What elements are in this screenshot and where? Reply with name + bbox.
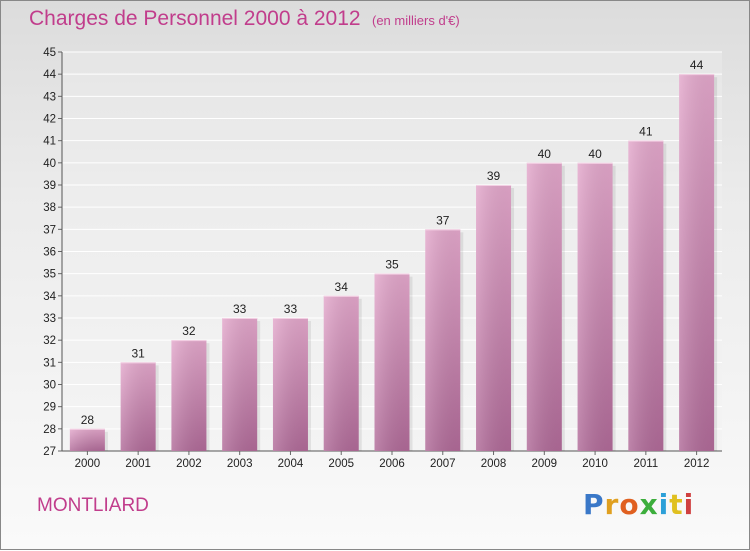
data-label: 33 <box>233 302 247 316</box>
y-tick-label: 41 <box>43 136 56 148</box>
bar-highlight <box>374 273 410 451</box>
logo-letter: o <box>619 488 640 521</box>
y-tick-label: 35 <box>43 269 56 281</box>
y-tick-label: 29 <box>43 402 56 414</box>
data-label: 40 <box>588 147 602 161</box>
data-label: 33 <box>284 302 298 316</box>
data-label: 31 <box>131 346 145 360</box>
data-label: 40 <box>538 147 552 161</box>
logo-letter: i <box>683 488 695 521</box>
commune-name: MONTLIARD <box>37 495 149 516</box>
y-tick-label: 27 <box>43 446 56 458</box>
bar-highlight <box>476 185 512 451</box>
x-tick-label: 2005 <box>328 458 354 470</box>
x-tick-label: 2007 <box>430 458 456 470</box>
x-tick-label: 2010 <box>582 458 608 470</box>
bar-highlight <box>628 140 664 451</box>
x-tick-label: 2002 <box>176 458 202 470</box>
x-tick-label: 2006 <box>379 458 405 470</box>
x-tick-label: 2000 <box>75 458 101 470</box>
data-label: 44 <box>690 58 704 72</box>
y-tick-label: 38 <box>43 202 56 214</box>
data-label: 28 <box>81 413 95 427</box>
data-label: 32 <box>182 324 196 338</box>
bar-highlight <box>69 428 105 451</box>
x-tick-label: 2011 <box>633 458 658 470</box>
y-tick-label: 45 <box>43 47 56 59</box>
bars-layer <box>69 74 718 452</box>
bar-highlight <box>323 295 359 451</box>
data-label: 41 <box>639 125 653 139</box>
y-tick-label: 40 <box>43 158 56 170</box>
bar-highlight <box>679 74 715 452</box>
y-tick-label: 36 <box>43 247 56 259</box>
y-tick-label: 42 <box>43 114 56 126</box>
logo-letter: x <box>639 488 659 521</box>
y-tick-label: 28 <box>43 424 56 436</box>
x-tick-label: 2001 <box>125 458 151 470</box>
data-label: 39 <box>487 169 501 183</box>
y-tick-label: 33 <box>43 313 56 325</box>
chart-subtitle: (en milliers d'€) <box>372 13 460 28</box>
data-label: 34 <box>335 280 349 294</box>
data-label: 37 <box>436 213 450 227</box>
x-tick-label: 2008 <box>481 458 507 470</box>
x-tick-label: 2004 <box>278 458 304 470</box>
logo-letter: r <box>604 488 620 521</box>
y-tick-label: 32 <box>43 335 56 347</box>
y-tick-label: 34 <box>43 291 56 303</box>
y-tick-label: 39 <box>43 180 56 192</box>
data-label: 35 <box>385 258 399 272</box>
y-tick-label: 31 <box>43 357 56 369</box>
y-tick-label: 30 <box>43 380 56 392</box>
y-tick-label: 43 <box>43 91 56 103</box>
chart-title: Charges de Personnel 2000 à 2012 <box>29 7 361 30</box>
bar-highlight <box>526 162 562 452</box>
bar-highlight <box>120 362 156 451</box>
logo-letter: i <box>658 488 670 521</box>
x-tick-label: 2003 <box>227 458 253 470</box>
logo-letter: P <box>583 488 605 521</box>
bar-highlight <box>272 318 308 451</box>
y-tick-label: 44 <box>43 69 56 81</box>
logo-letter: t <box>669 488 684 521</box>
y-tick-label: 37 <box>43 224 56 236</box>
bar-highlight <box>171 340 207 451</box>
labels-layer: 27 28 29 30 31 32 33 34 35 36 37 38 39 40 41 42 43 44 45 28… <box>43 47 709 470</box>
proxiti-logo[interactable]: Proxiti <box>583 488 694 521</box>
bar-highlight <box>577 162 613 452</box>
x-tick-label: 2009 <box>532 458 558 470</box>
bar-highlight <box>222 318 258 451</box>
x-tick-label: 2012 <box>684 458 710 470</box>
bar-highlight <box>425 229 461 451</box>
